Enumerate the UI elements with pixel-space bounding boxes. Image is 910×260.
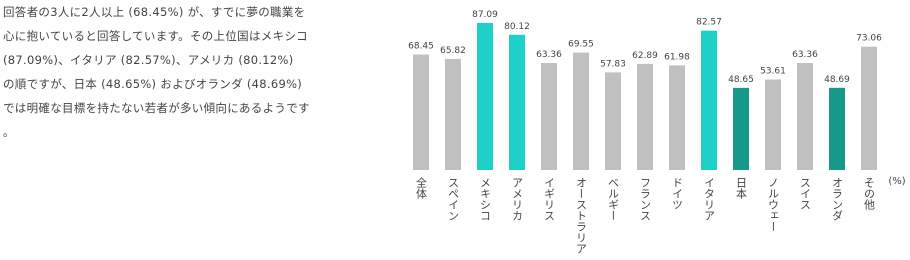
value-label: 73.06 (856, 34, 882, 44)
x-tick-label: イギリス (543, 177, 556, 221)
bar (413, 54, 429, 170)
value-label: 87.09 (472, 10, 498, 20)
x-tick-label: スペイン (447, 177, 460, 221)
x-tick-label: イタリア (703, 177, 716, 221)
value-label: 57.83 (600, 59, 626, 69)
value-label: 68.45 (408, 41, 434, 51)
value-label: 80.12 (504, 22, 530, 32)
value-label: 63.36 (536, 50, 562, 60)
bar (861, 46, 877, 170)
value-label: 82.57 (696, 18, 722, 28)
value-label: 65.82 (440, 46, 466, 56)
value-label: 63.36 (792, 50, 818, 60)
description: 回答者の3人に2人以上 (68.45%) が、すでに夢の職業を 心に抱いていると回… (3, 0, 373, 144)
bar (573, 52, 589, 170)
x-tick-label: メキシコ (479, 177, 492, 221)
value-label: 53.61 (760, 67, 786, 77)
value-label: 61.98 (664, 52, 690, 62)
x-tick-label: 日本 (735, 177, 748, 200)
description-line: 。 (3, 125, 15, 139)
x-tick-label: ノルウェー (767, 177, 780, 232)
x-tick-label: ベルギー (607, 177, 620, 221)
x-tick-label: ドイツ (671, 177, 684, 210)
description-line: 心に抱いていると回答しています。その上位国はメキシコ (3, 29, 308, 43)
bar (797, 63, 813, 171)
bar (637, 63, 653, 171)
description-line: (87.09%)、イタリア (82.57%)、アメリカ (80.12%) (3, 53, 294, 67)
bar (541, 63, 557, 171)
bar (765, 79, 781, 170)
value-label: 69.55 (568, 40, 594, 50)
x-tick-label: フランス (639, 177, 652, 221)
value-label: 62.89 (632, 51, 658, 61)
description-line: 回答者の3人に2人以上 (68.45%) が、すでに夢の職業を (3, 5, 306, 19)
bar (733, 87, 749, 170)
unit-label: (%) (888, 176, 905, 187)
x-tick-label: その他 (863, 177, 876, 210)
bar (829, 87, 845, 170)
x-tick-label: アメリカ (511, 177, 524, 221)
bar (445, 58, 461, 170)
x-tick-label: オーストラリア (575, 177, 588, 254)
x-tick-label: スイス (799, 177, 812, 210)
bar (509, 34, 525, 170)
x-tick-label: オランダ (831, 177, 844, 221)
x-tick-label: 全体 (415, 176, 428, 199)
description-line: の順ですが、日本 (48.65%) およびオランダ (48.69%) (3, 77, 303, 91)
value-label: 48.69 (824, 75, 850, 85)
value-label: 48.65 (728, 75, 754, 85)
description-line: では明確な目標を持たない若者が多い傾向にあるようです (3, 101, 310, 115)
bar (605, 72, 621, 170)
bar (477, 23, 493, 170)
bar (669, 65, 685, 170)
bar (701, 30, 717, 170)
